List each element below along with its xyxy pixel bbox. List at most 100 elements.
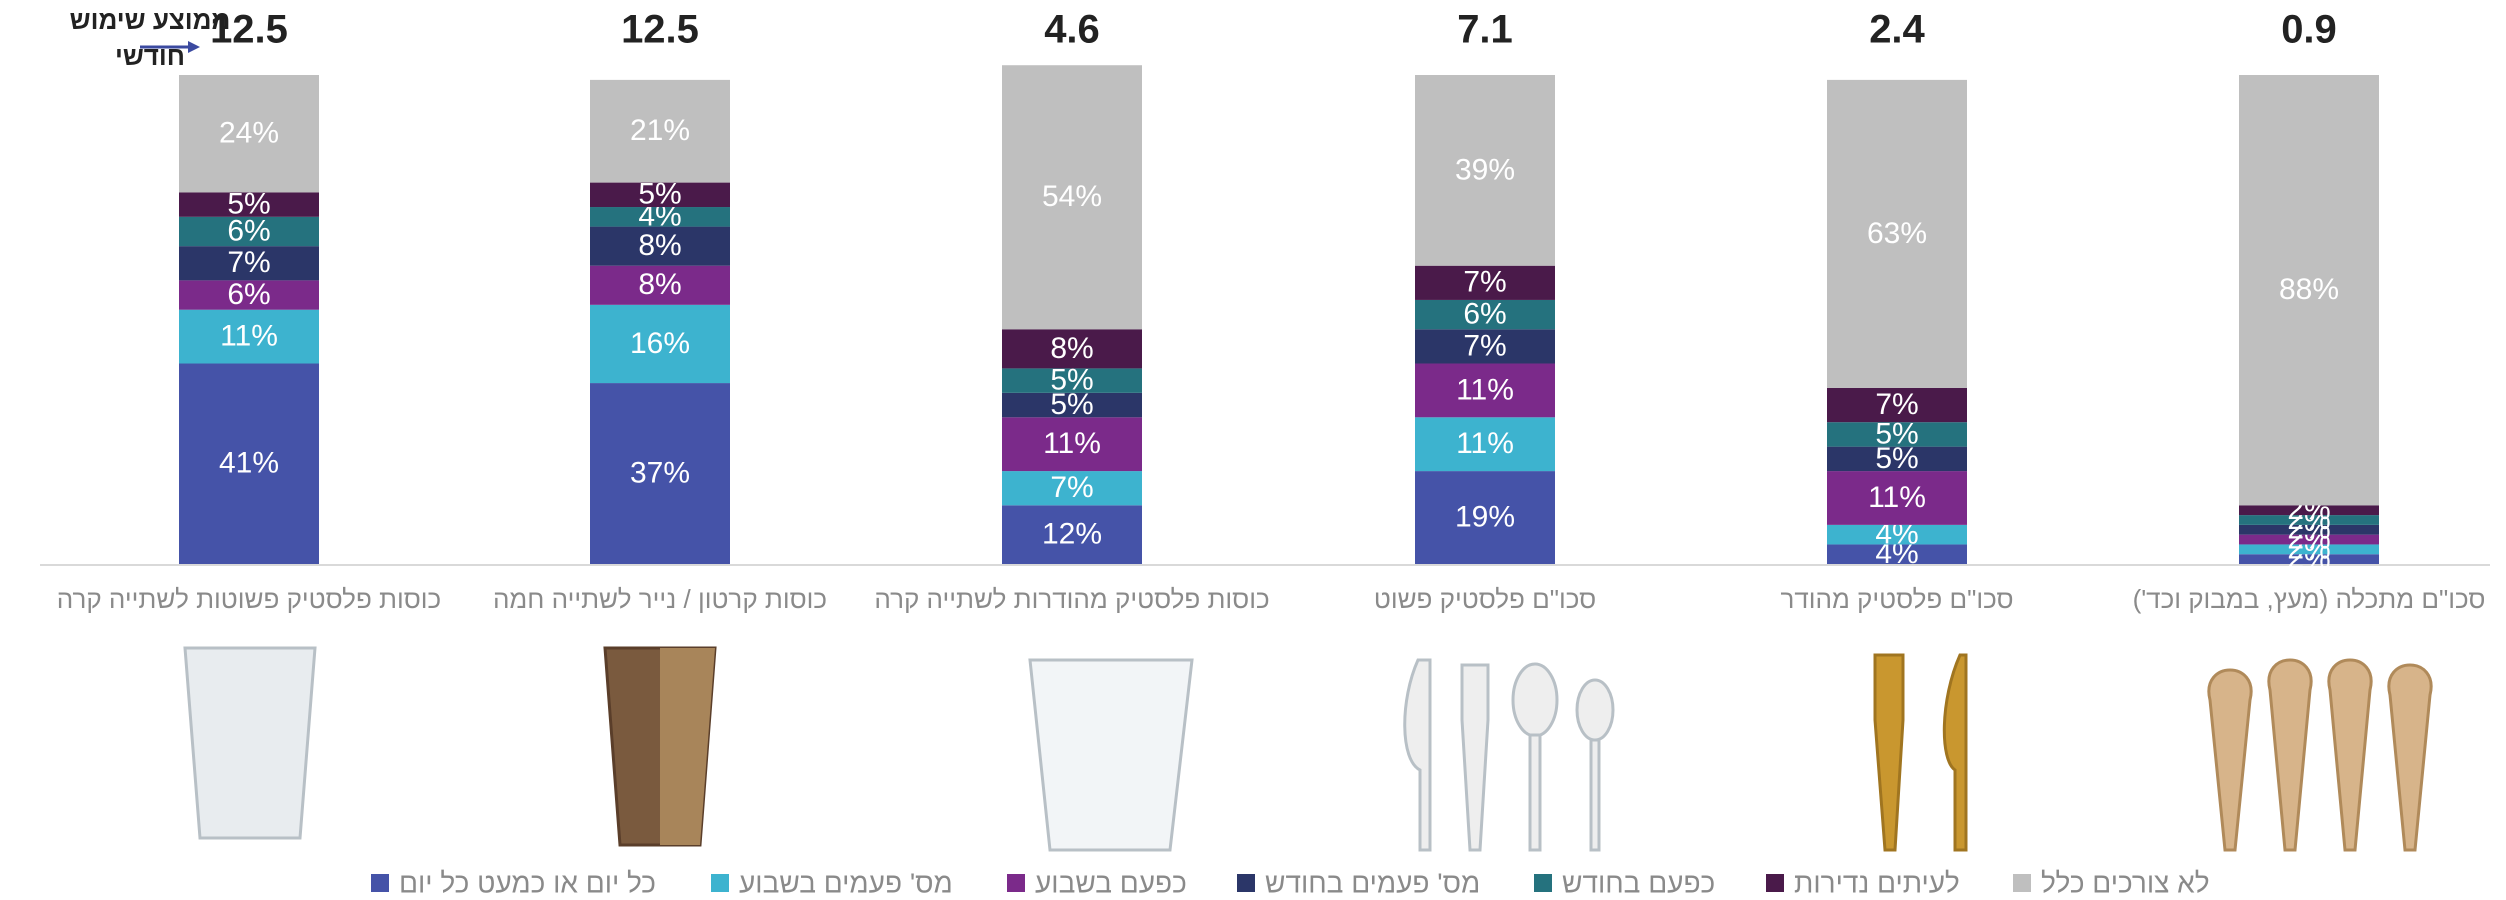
bar-segment <box>2239 75 2379 506</box>
value-label: 5% <box>1875 417 1918 450</box>
bar-segment <box>1827 422 1967 447</box>
bar-segment <box>2239 534 2379 545</box>
knife <box>1403 658 1432 852</box>
bar-segment <box>1415 471 1555 564</box>
value-label: 6% <box>227 214 270 247</box>
bar-segment <box>179 246 319 281</box>
legend-swatch <box>1007 874 1025 892</box>
bar-segment <box>1002 417 1142 472</box>
average-value: 7.1 <box>1457 8 1513 52</box>
value-label: 5% <box>227 188 270 221</box>
legend-swatch <box>1534 874 1552 892</box>
legend-swatch <box>711 874 729 892</box>
fork <box>1460 663 1490 852</box>
bar-segment <box>1415 417 1555 472</box>
value-label: 7% <box>1463 266 1506 299</box>
bar-segment <box>590 207 730 227</box>
value-label: 21% <box>630 114 690 147</box>
bar-segment <box>1002 392 1142 418</box>
bar-segment <box>590 226 730 266</box>
value-label: 5% <box>1050 388 1093 421</box>
value-label: 6% <box>227 278 270 311</box>
bar-segment <box>179 192 319 217</box>
illustrations <box>183 646 2433 852</box>
bar-segment <box>1827 471 1967 525</box>
wooden-spoon <box>2267 658 2313 852</box>
legend-swatch <box>1237 874 1255 892</box>
average-value: 4.6 <box>1044 8 1100 52</box>
bar-segment <box>1002 471 1142 506</box>
bar-segment <box>1415 265 1555 300</box>
category-label: כוסות פלסטיק מהודרות לשתייה קרה <box>874 584 1269 614</box>
bar-segment <box>1827 524 1967 545</box>
legend-swatch <box>2013 874 2031 892</box>
value-label: 8% <box>638 229 681 262</box>
bar-segment <box>179 309 319 364</box>
bar-segment <box>590 304 730 384</box>
legend-label: כל יום או כמעט כל יום <box>399 867 656 898</box>
value-label: 7% <box>1463 329 1506 362</box>
bar-segment <box>1002 368 1142 393</box>
spoon-handle <box>1589 738 1601 852</box>
value-label: 11% <box>220 320 278 353</box>
value-label: 63% <box>1867 217 1927 250</box>
value-label: 19% <box>1455 500 1515 533</box>
average-value: 12.5 <box>621 8 699 52</box>
bar-segment <box>1827 79 1967 388</box>
average-label: חודשי <box>115 41 185 71</box>
value-label: 7% <box>1050 471 1093 504</box>
bar-segment <box>179 75 319 193</box>
bar-segment <box>179 363 319 564</box>
value-label: 88% <box>2279 273 2339 306</box>
legend-label: מס' פעמים בחודש <box>1265 867 1480 898</box>
category-label: סכו"ם פלסטיק פשוט <box>1374 584 1596 614</box>
value-label: 39% <box>1455 153 1515 186</box>
average-value: 0.9 <box>2281 8 2337 52</box>
bar-segment <box>179 280 319 310</box>
bar-segment <box>590 265 730 305</box>
bar-segment <box>1415 329 1555 364</box>
value-label: 6% <box>1463 298 1506 331</box>
bar-segment <box>1827 446 1967 472</box>
gold-knife <box>1942 653 1968 852</box>
bar-segment <box>1002 329 1142 369</box>
bar-segment <box>1002 65 1142 330</box>
bar-segment <box>1827 544 1967 564</box>
category-label: סכו"ם פלסטיק מהודר <box>1780 584 2013 614</box>
bar-segment <box>1002 505 1142 564</box>
legend-swatch <box>371 874 389 892</box>
bar-segment <box>590 79 730 183</box>
value-label: 8% <box>638 268 681 301</box>
plastic-cup <box>183 646 317 840</box>
category-label: כוסות פלסטיק פשוטות לשתייה קרה <box>57 584 441 614</box>
value-label: 11% <box>1868 481 1926 514</box>
wooden-spoon <box>2387 663 2433 852</box>
spoon <box>1511 662 1559 738</box>
bar-segment <box>1827 387 1967 423</box>
bar-segment <box>2239 554 2379 564</box>
wooden-spoon <box>2207 668 2253 852</box>
category-label: סכו"ם מתכלה (מעץ, במבוק וכד') <box>2133 584 2486 614</box>
spoon-handle <box>1528 733 1542 852</box>
value-label: 41% <box>219 447 279 480</box>
bar-segment <box>590 182 730 208</box>
bar-segment <box>590 383 730 564</box>
value-label: 37% <box>630 456 690 489</box>
legend-label: מס' פעמים בשבוע <box>739 867 953 898</box>
average-value: 12.5 <box>210 8 288 52</box>
legend-label: כפעם בחודש <box>1562 867 1715 898</box>
value-label: 8% <box>1050 332 1093 365</box>
legend-label: לא צורכים כלל <box>2041 867 2210 898</box>
legend-swatch <box>1766 874 1784 892</box>
value-label: 11% <box>1456 427 1514 460</box>
value-label: 5% <box>1875 442 1918 475</box>
fancy-cup <box>1028 658 1194 852</box>
spoon <box>1575 678 1615 742</box>
arrow-head <box>188 41 200 53</box>
legend-label: כפעם בשבוע <box>1035 867 1187 898</box>
value-label: 5% <box>1050 364 1093 397</box>
value-label: 24% <box>219 117 279 150</box>
value-label: 7% <box>1875 388 1918 421</box>
paper-cup-stripe <box>660 648 715 845</box>
